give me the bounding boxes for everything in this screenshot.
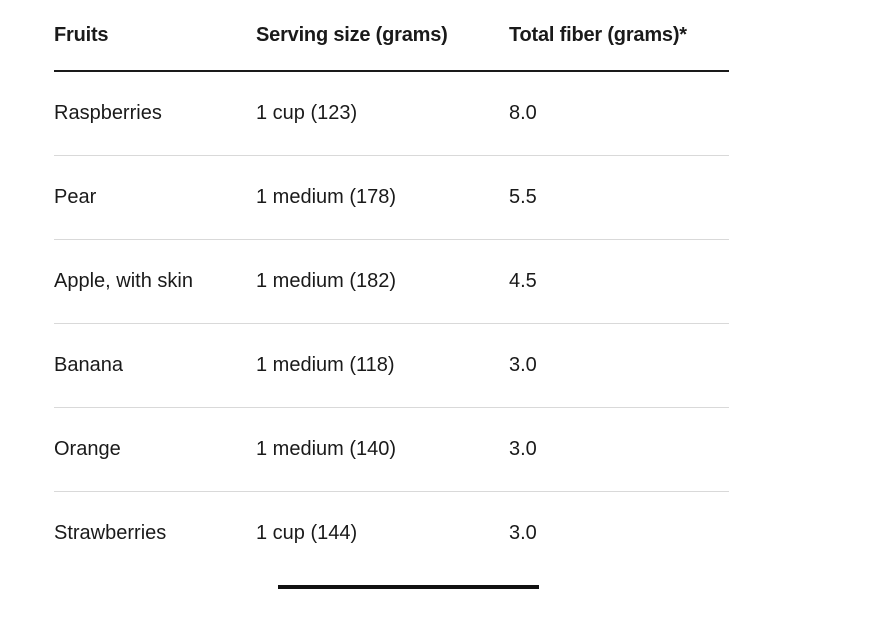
table-row: Raspberries 1 cup (123) 8.0 xyxy=(54,71,729,156)
serving-cell: 1 cup (123) xyxy=(256,71,509,156)
fiber-cell: 4.5 xyxy=(509,239,729,324)
serving-cell: 1 cup (144) xyxy=(256,522,358,544)
table-row: Banana 1 medium (118) 3.0 xyxy=(54,323,729,408)
fiber-cell: 3.0 xyxy=(509,323,729,408)
header-serving-size: Serving size (grams) xyxy=(256,0,509,72)
serving-cell: 1 medium (178) xyxy=(256,155,509,240)
fruit-cell: Raspberries xyxy=(54,71,256,156)
fruit-cell: Strawberries xyxy=(54,522,167,544)
fiber-cell: 3.0 xyxy=(509,522,537,544)
table-row: Orange 1 medium (140) 3.0 xyxy=(54,407,729,492)
table-row: Pear 1 medium (178) 5.5 xyxy=(54,155,729,240)
table-row: Apple, with skin 1 medium (182) 4.5 xyxy=(54,239,729,324)
serving-cell: 1 medium (182) xyxy=(256,239,509,324)
table-row: Strawberries 1 cup (144) 3.0 xyxy=(54,492,729,576)
section-divider xyxy=(278,585,539,589)
fiber-table: Fruits Serving size (grams) Total fiber … xyxy=(54,0,729,575)
fiber-cell: 3.0 xyxy=(509,407,729,492)
fruit-cell: Orange xyxy=(54,407,256,492)
header-fruits: Fruits xyxy=(54,0,256,72)
fruit-cell: Apple, with skin xyxy=(54,239,256,324)
table-header-row: Fruits Serving size (grams) Total fiber … xyxy=(54,0,729,72)
fruit-cell: Banana xyxy=(54,323,256,408)
serving-cell: 1 medium (140) xyxy=(256,407,509,492)
fruit-cell: Pear xyxy=(54,155,256,240)
serving-cell: 1 medium (118) xyxy=(256,323,509,408)
fiber-cell: 8.0 xyxy=(509,71,729,156)
fiber-cell: 5.5 xyxy=(509,155,729,240)
header-total-fiber: Total fiber (grams)* xyxy=(509,0,729,72)
